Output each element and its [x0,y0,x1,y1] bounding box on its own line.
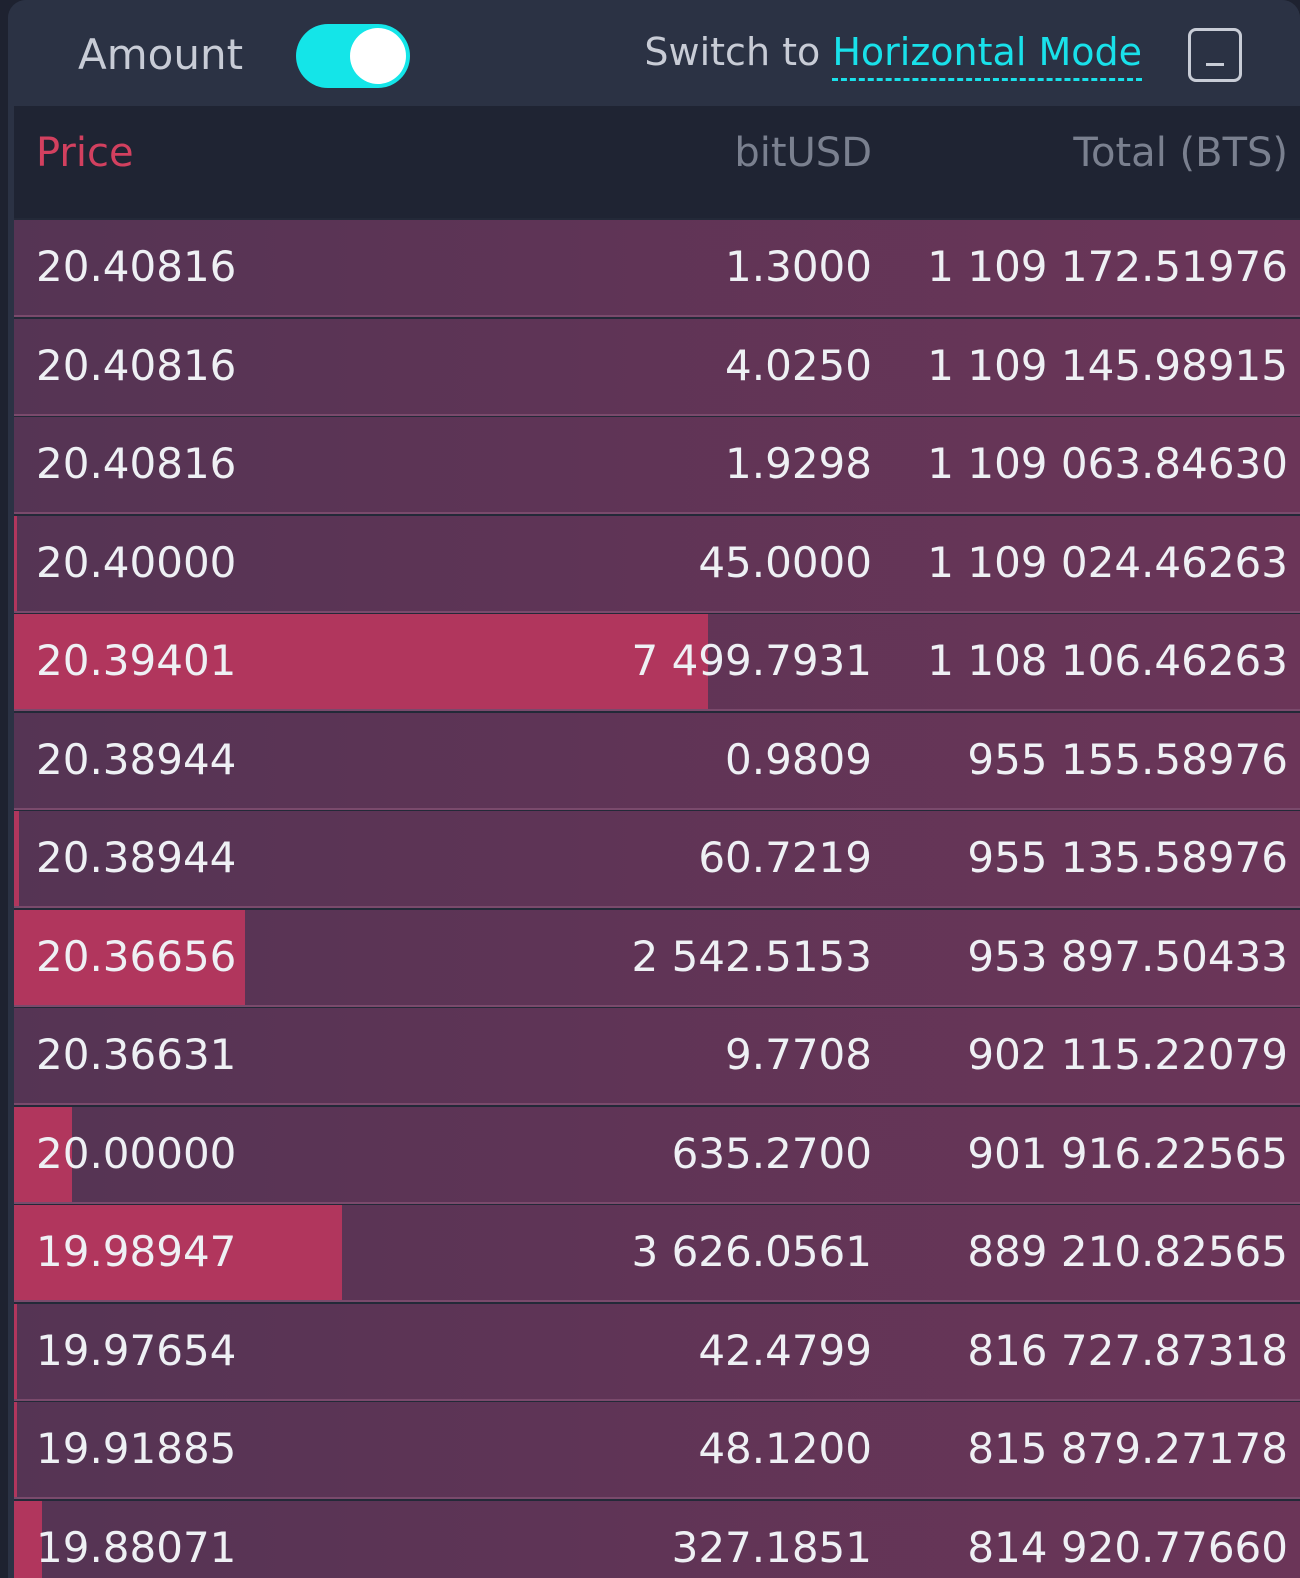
table-row[interactable]: 20.40816 4.0250 1 109 145.98915 [14,319,1300,416]
amount-cell: 0.9809 [725,735,872,784]
row-divider [14,808,1300,810]
depth-bar [14,1205,342,1302]
price-cell: 20.40816 [36,439,237,488]
price-cell: 20.38944 [36,833,237,882]
depth-bar [14,811,19,908]
price-cell: 19.98947 [36,1227,237,1276]
depth-bar [14,1304,17,1401]
total-cell: 1 109 063.84630 [927,439,1288,488]
price-cell: 19.88071 [36,1523,237,1572]
price-column-header[interactable]: Price [36,130,134,176]
row-divider [14,709,1300,711]
order-book-table: Price bitUSD Total (BTS) 20.40816 1.3000 1… [14,106,1300,1578]
amount-cell: 60.7219 [698,833,872,882]
price-cell: 19.91885 [36,1424,237,1473]
price-cell: 19.97654 [36,1326,237,1375]
minimize-button[interactable] [1188,28,1242,82]
depth-bar [14,1501,42,1578]
price-cell: 20.40816 [36,242,237,291]
amount-column-header[interactable]: bitUSD [734,130,872,176]
table-row[interactable]: 20.40816 1.3000 1 109 172.51976 [14,220,1300,317]
price-cell: 20.36631 [36,1030,237,1079]
amount-cell: 327.1851 [671,1523,872,1572]
table-row[interactable]: 20.39401 7 499.7931 1 108 106.46263 [14,614,1300,711]
row-divider [14,611,1300,613]
amount-cell: 4.0250 [725,341,872,390]
amount-cell: 1.9298 [725,439,872,488]
amount-cell: 3 626.0561 [631,1227,872,1276]
row-divider [14,906,1300,908]
total-cell: 814 920.77660 [967,1523,1288,1572]
price-cell: 20.36656 [36,932,237,981]
total-cell: 1 109 024.46263 [927,538,1288,587]
table-row[interactable]: 20.38944 0.9809 955 155.58976 [14,713,1300,810]
order-book-panel: Amount Switch to Horizontal Mode Price b… [8,0,1300,1578]
total-cell: 815 879.27178 [967,1424,1288,1473]
table-header: Price bitUSD Total (BTS) [14,106,1300,218]
price-cell: 20.40816 [36,341,237,390]
depth-bar [14,1402,17,1499]
total-cell: 955 135.58976 [967,833,1288,882]
toggle-knob [350,28,406,84]
amount-toggle[interactable] [296,24,410,88]
row-divider [14,512,1300,514]
minimize-icon [1206,63,1224,66]
row-divider [14,1103,1300,1105]
total-cell: 955 155.58976 [967,735,1288,784]
table-row[interactable]: 19.91885 48.1200 815 879.27178 [14,1402,1300,1499]
amount-cell: 42.4799 [698,1326,872,1375]
total-cell: 901 916.22565 [967,1129,1288,1178]
table-row[interactable]: 19.88071 327.1851 814 920.77660 [14,1501,1300,1578]
table-row[interactable]: 19.98947 3 626.0561 889 210.82565 [14,1205,1300,1302]
row-divider [14,1202,1300,1204]
total-cell: 1 108 106.46263 [927,636,1288,685]
amount-cell: 7 499.7931 [631,636,872,685]
depth-bar [14,614,708,711]
table-row[interactable]: 20.00000 635.2700 901 916.22565 [14,1107,1300,1204]
order-book-header: Amount Switch to Horizontal Mode [8,0,1300,106]
depth-bar [14,1107,72,1204]
amount-cell: 635.2700 [671,1129,872,1178]
row-divider [14,1497,1300,1499]
depth-bar [14,516,17,613]
row-divider [14,1300,1300,1302]
amount-cell: 48.1200 [698,1424,872,1473]
total-column-header[interactable]: Total (BTS) [1073,130,1288,176]
total-cell: 1 109 172.51976 [927,242,1288,291]
price-cell: 20.39401 [36,636,237,685]
price-cell: 20.40000 [36,538,237,587]
table-row[interactable]: 20.40816 1.9298 1 109 063.84630 [14,417,1300,514]
price-cell: 20.00000 [36,1129,237,1178]
total-cell: 816 727.87318 [967,1326,1288,1375]
total-cell: 953 897.50433 [967,932,1288,981]
amount-cell: 9.7708 [725,1030,872,1079]
price-cell: 20.38944 [36,735,237,784]
amount-cell: 1.3000 [725,242,872,291]
amount-cell: 2 542.5153 [631,932,872,981]
amount-cell: 45.0000 [698,538,872,587]
depth-bar [14,910,245,1007]
total-cell: 1 109 145.98915 [927,341,1288,390]
row-divider [14,414,1300,416]
table-row[interactable]: 20.36656 2 542.5153 953 897.50433 [14,910,1300,1007]
row-divider [14,315,1300,317]
switch-mode-text: Switch to Horizontal Mode [644,30,1142,81]
amount-label: Amount [78,30,244,79]
table-row[interactable]: 20.40000 45.0000 1 109 024.46263 [14,516,1300,613]
horizontal-mode-link[interactable]: Horizontal Mode [832,30,1142,81]
total-cell: 902 115.22079 [967,1030,1288,1079]
total-cell: 889 210.82565 [967,1227,1288,1276]
table-row[interactable]: 20.38944 60.7219 955 135.58976 [14,811,1300,908]
switch-prefix: Switch to [644,30,821,74]
table-row[interactable]: 19.97654 42.4799 816 727.87318 [14,1304,1300,1401]
row-divider [14,1399,1300,1401]
row-divider [14,1005,1300,1007]
table-row[interactable]: 20.36631 9.7708 902 115.22079 [14,1008,1300,1105]
